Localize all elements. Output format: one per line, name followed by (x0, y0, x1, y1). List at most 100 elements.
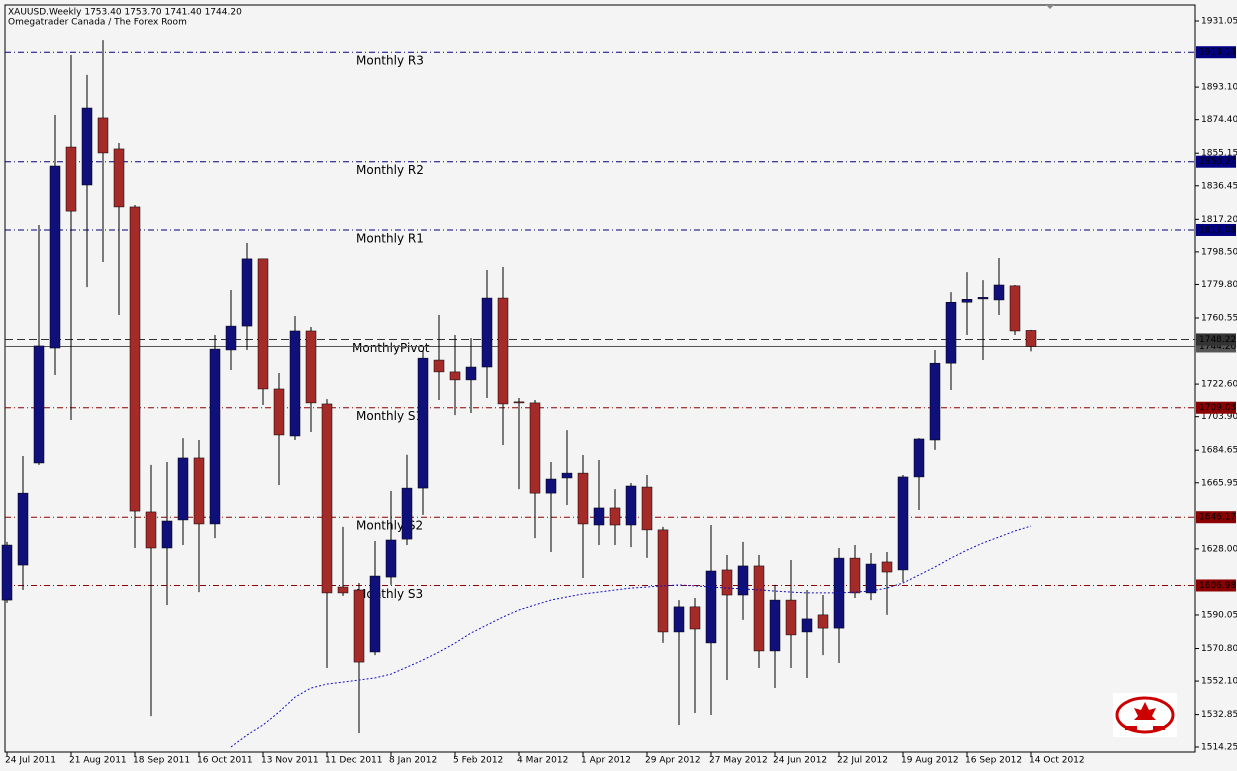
candle-body (913, 438, 925, 478)
candle-body (897, 476, 909, 571)
candle-body (257, 258, 269, 390)
level-box (1196, 333, 1236, 346)
chart-title: XAUUSD.Weekly 1753.40 1753.70 1741.40 17… (8, 8, 242, 18)
candle-body (753, 565, 765, 652)
x-tick-label: 14 Oct 2012 (1029, 756, 1085, 766)
candle-body (817, 614, 829, 629)
level-box (1196, 223, 1236, 236)
candle-body (481, 297, 493, 368)
logo-foot (1125, 726, 1137, 730)
candle-body (641, 486, 653, 531)
candle-body (33, 345, 45, 464)
y-tick-label: 1703.90 (1201, 412, 1237, 422)
y-tick-label: 1552.10 (1201, 677, 1237, 687)
candle-body (785, 599, 797, 636)
x-tick-label: 24 Jun 2012 (773, 756, 827, 766)
level-box (1196, 579, 1236, 592)
y-tick-label: 1874.40 (1201, 115, 1237, 125)
level-value: 1811.08 (1199, 225, 1236, 235)
candle-body (1, 544, 13, 601)
x-tick-label: 18 Sep 2011 (133, 756, 190, 766)
candle-body (881, 561, 893, 573)
candle-body (417, 357, 429, 489)
level-value: 1709.03 (1199, 403, 1236, 413)
candle-body (993, 284, 1005, 301)
y-tick-label: 1665.95 (1201, 478, 1237, 488)
y-tick-label: 1628.00 (1201, 544, 1237, 554)
candle-body (513, 401, 525, 404)
candle-body (449, 371, 461, 381)
level-label: Monthly S1 (356, 409, 423, 423)
candle-body (97, 117, 109, 154)
candle-body (177, 457, 189, 521)
candle-body (225, 325, 237, 351)
level-value: 1913.13 (1199, 48, 1236, 58)
logo (1113, 693, 1177, 737)
x-tick-label: 24 Jul 2011 (5, 756, 56, 766)
level-label: Monthly R1 (356, 231, 424, 245)
candle-body (209, 348, 221, 525)
candle-body (721, 569, 733, 596)
candle-body (273, 388, 285, 436)
y-tick-label: 1722.60 (1201, 380, 1237, 390)
y-tick-label: 1760.55 (1201, 313, 1237, 323)
candle-body (561, 472, 573, 479)
x-tick-label: 11 Dec 2011 (325, 756, 383, 766)
candle-body (369, 575, 381, 653)
candle-body (401, 487, 413, 540)
y-tick-label: 1798.50 (1201, 247, 1237, 257)
candle-body (545, 478, 557, 494)
x-tick-label: 13 Nov 2011 (261, 756, 319, 766)
candle-body (833, 557, 845, 629)
candle-body (161, 520, 173, 549)
candle-body (241, 258, 253, 327)
level-box (1196, 511, 1236, 524)
x-tick-label: 5 Feb 2012 (453, 756, 503, 766)
level-value: 1850.27 (1199, 157, 1236, 167)
plot-area (4, 4, 1196, 753)
candle-body (49, 165, 61, 349)
x-tick-label: 22 Jul 2012 (837, 756, 888, 766)
candle-body (289, 330, 301, 437)
y-tick-label: 1590.05 (1201, 610, 1237, 620)
y-tick-label: 1931.05 (1201, 17, 1237, 27)
price-label: 1744.20 (1199, 342, 1236, 352)
level-box (1196, 401, 1236, 414)
candle-body (769, 599, 781, 652)
candle-body (689, 606, 701, 630)
y-tick-label: 1836.45 (1201, 181, 1237, 191)
candle-body (145, 511, 157, 549)
candle-body (305, 330, 317, 404)
candle-body (705, 570, 717, 644)
y-tick-label: 1817.20 (1201, 215, 1237, 225)
logo-foot (1153, 726, 1165, 730)
candle-body (529, 402, 541, 494)
candle-body (465, 366, 477, 381)
x-tick-label: 29 Apr 2012 (645, 756, 701, 766)
candle-body (17, 492, 29, 566)
candle-body (961, 299, 973, 303)
logo-omega (1115, 696, 1175, 734)
y-tick-label: 1855.15 (1201, 149, 1237, 159)
y-tick-label: 1532.85 (1201, 710, 1237, 720)
candle-body (657, 529, 669, 633)
level-value: 1646.17 (1199, 513, 1236, 523)
candle-body (593, 507, 605, 526)
candle-body (321, 403, 333, 594)
x-tick-label: 16 Sep 2012 (965, 756, 1022, 766)
level-label: Monthly R3 (356, 54, 424, 68)
level-box (1196, 46, 1236, 59)
candle-body (577, 472, 589, 525)
candle-body (929, 362, 941, 441)
candle-body (801, 618, 813, 633)
candle-body (65, 146, 77, 212)
x-tick-label: 16 Oct 2011 (197, 756, 253, 766)
candle-body (129, 206, 141, 512)
candle-body (865, 563, 877, 594)
chart-subtitle: Omegatrader Canada / The Forex Room (8, 18, 187, 28)
candle-body (1009, 285, 1021, 332)
candle-body (81, 107, 93, 186)
candle-body (353, 589, 365, 663)
shift-marker (1046, 5, 1054, 9)
